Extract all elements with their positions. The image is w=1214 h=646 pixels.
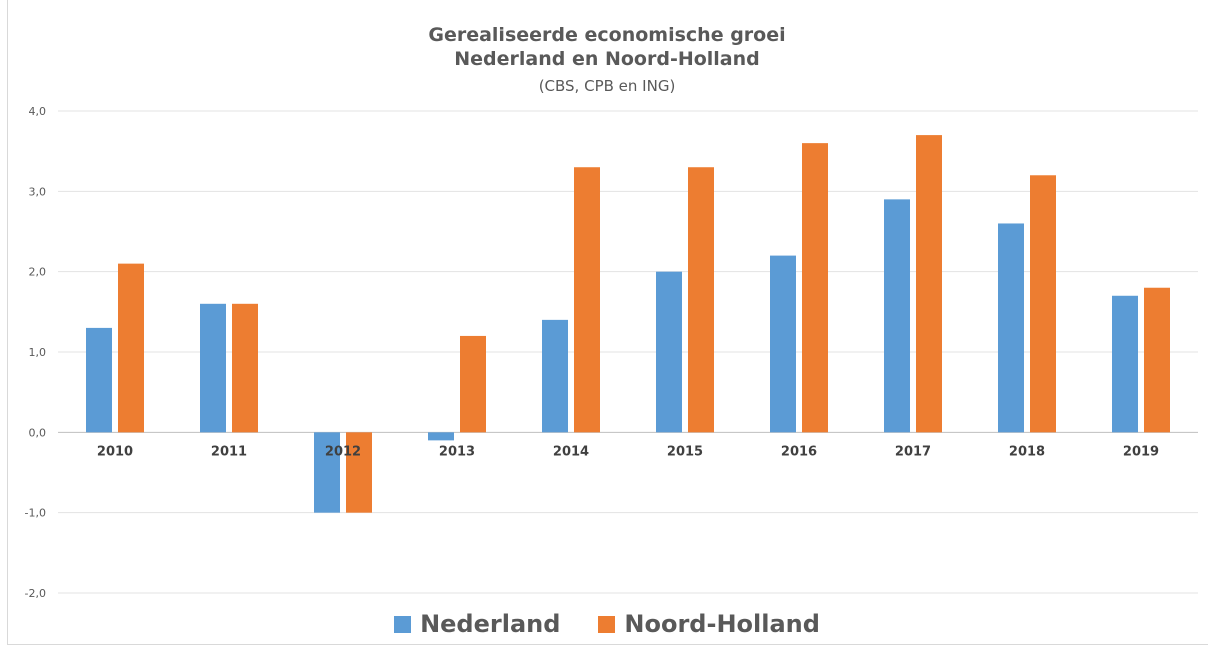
bar-noord-holland-2011 bbox=[232, 303, 258, 433]
x-category-labels: 2010 2011 2012 2013 2014 2015 2016 2017 2018 2019 bbox=[97, 444, 1159, 459]
bars bbox=[86, 135, 1170, 513]
x-category-label: 2014 bbox=[553, 444, 589, 459]
bar-noord-holland-2018 bbox=[1030, 175, 1056, 433]
chart-subtitle: (CBS, CPB en ING) bbox=[538, 77, 676, 95]
legend-label-noord-holland: Noord-Holland bbox=[624, 610, 820, 638]
bar-nederland-2017 bbox=[884, 199, 910, 433]
bar-nederland-2013 bbox=[428, 432, 454, 441]
gridlines bbox=[58, 110, 1198, 594]
y-tick-label: 2,0 bbox=[29, 266, 47, 279]
legend-swatch-nederland bbox=[394, 615, 412, 633]
x-category-label: 2019 bbox=[1123, 444, 1159, 459]
y-tick-label: -2,0 bbox=[25, 587, 46, 600]
x-category-label: 2012 bbox=[325, 444, 361, 459]
bar-nederland-2016 bbox=[770, 255, 796, 433]
bar-nederland-2014 bbox=[542, 319, 568, 433]
y-tick-label: 1,0 bbox=[29, 346, 47, 359]
legend-item-noord-holland: Noord-Holland bbox=[598, 610, 820, 638]
x-category-label: 2015 bbox=[667, 444, 703, 459]
bar-nederland-2010 bbox=[86, 327, 112, 433]
bar-nederland-2012 bbox=[314, 432, 340, 513]
bar-nederland-2011 bbox=[200, 303, 226, 433]
bar-noord-holland-2019 bbox=[1144, 287, 1170, 433]
x-category-label: 2010 bbox=[97, 444, 133, 459]
chart-title-line2: Nederland en Noord-Holland bbox=[454, 48, 760, 70]
y-tick-labels: -2,0 -1,0 0,0 1,0 2,0 3,0 4,0 bbox=[25, 105, 46, 600]
bar-nederland-2018 bbox=[998, 223, 1024, 433]
legend: Nederland Noord-Holland bbox=[0, 610, 1214, 638]
x-category-label: 2017 bbox=[895, 444, 931, 459]
y-tick-label: -1,0 bbox=[25, 507, 46, 520]
y-tick-label: 3,0 bbox=[29, 185, 47, 198]
legend-item-nederland: Nederland bbox=[394, 610, 560, 638]
bar-noord-holland-2014 bbox=[574, 167, 600, 433]
x-category-label: 2018 bbox=[1009, 444, 1045, 459]
x-category-label: 2016 bbox=[781, 444, 817, 459]
bar-noord-holland-2015 bbox=[688, 167, 714, 433]
bar-noord-holland-2017 bbox=[916, 135, 942, 433]
y-tick-label: 4,0 bbox=[29, 105, 47, 118]
bar-nederland-2019 bbox=[1112, 295, 1138, 433]
x-category-label: 2013 bbox=[439, 444, 475, 459]
bar-noord-holland-2013 bbox=[460, 335, 486, 433]
bar-noord-holland-2016 bbox=[802, 143, 828, 433]
bar-noord-holland-2012 bbox=[346, 432, 372, 513]
chart-title: Gerealiseerde economische groei bbox=[428, 24, 786, 46]
x-category-label: 2011 bbox=[211, 444, 247, 459]
legend-swatch-noord-holland bbox=[598, 615, 616, 633]
bar-noord-holland-2010 bbox=[118, 263, 144, 433]
y-tick-label: 0,0 bbox=[29, 426, 47, 439]
legend-label-nederland: Nederland bbox=[420, 610, 561, 638]
chart-frame bbox=[7, 0, 1208, 645]
bar-nederland-2015 bbox=[656, 271, 682, 433]
